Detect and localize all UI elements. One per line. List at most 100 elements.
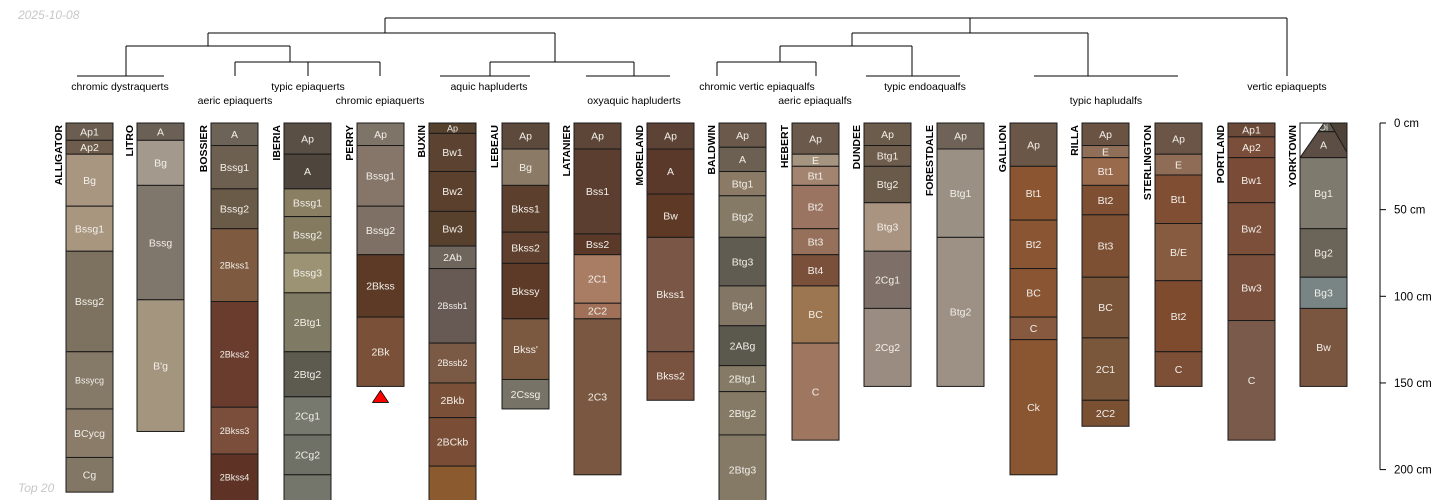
horizon-label: Bssg: [149, 237, 173, 249]
horizon-label: A: [1320, 139, 1327, 151]
profile-rilla: Ap E Bt1 Bt2 Bt3 BC 2C1 2C2 RILLA: [1069, 122, 1130, 427]
horizon-label: 2Bkss: [366, 281, 395, 293]
horizon-btg2: [936, 236, 985, 387]
horizon-btg1: [718, 171, 767, 197]
horizon-label: Ap2: [80, 142, 99, 154]
horizon-bt1: [1154, 174, 1203, 225]
horizon-bw: [1299, 307, 1348, 387]
horizon-unlabeled: [283, 474, 332, 500]
profile-name-rilla: RILLA: [1069, 125, 1081, 156]
horizon-2cg1: [283, 396, 332, 436]
horizon-label: E: [1102, 146, 1109, 158]
horizon-2bkss2: [210, 300, 259, 408]
horizon-btg3: [863, 202, 912, 252]
horizon-label: 2Bkss3: [220, 426, 250, 436]
horizon-label: 2Bkss2: [220, 350, 250, 360]
horizon-label: Bssg1: [220, 162, 249, 174]
horizon-2cg2: [863, 307, 912, 387]
horizon-label: Bkss1: [511, 203, 540, 215]
horizon-label: C: [1175, 364, 1183, 376]
profile-baldwin: Ap A Btg1 Btg2 Btg3 Btg4 2ABg 2Btg1 2Btg2 2Btg3 BA…: [706, 122, 767, 500]
horizon-bssg1: [283, 188, 332, 218]
profile-name-forestdale: FORESTDALE: [924, 125, 936, 196]
horizon-label: 2Bkss1: [220, 260, 250, 270]
horizon-bkss2: [501, 231, 550, 264]
horizon-a: [646, 148, 695, 195]
horizon-c: [1154, 351, 1203, 387]
horizon-label: Bkssy: [511, 286, 540, 298]
horizon-2bssb1: [428, 268, 477, 344]
horizon-be: [1154, 223, 1203, 282]
horizon-bc: [1081, 276, 1130, 339]
horizon-label: Ap: [301, 133, 314, 145]
taxon-label-chromic-dystraquerts: chromic dystraquerts: [71, 81, 168, 93]
horizon-bssg2: [210, 188, 259, 230]
horizon-label: BC: [1098, 302, 1113, 314]
profile-name-sterlington: STERLINGTON: [1142, 125, 1154, 200]
horizon-bw3: [1227, 254, 1276, 322]
horizon-label: Bssg2: [293, 229, 322, 241]
horizon-unlabeled: [428, 465, 477, 500]
horizon-label: Bt3: [1098, 241, 1114, 253]
horizon-label: Btg4: [732, 301, 754, 313]
horizon-label: 2Btg3: [729, 464, 757, 476]
horizon-2bkss1: [210, 228, 259, 302]
horizon-label: Ap: [447, 123, 458, 133]
horizon-bt4: [791, 254, 840, 287]
horizon-label: Ap: [664, 131, 677, 143]
horizon-btg3: [718, 236, 767, 287]
horizon-label: Ap: [1027, 139, 1040, 151]
horizon-label: Bssg1: [366, 171, 395, 183]
horizon-bssg3: [283, 252, 332, 294]
horizon-2bkss4: [210, 453, 259, 500]
horizon-label: C: [1248, 375, 1256, 387]
horizon-ap: [791, 122, 840, 155]
horizon-label: Bss1: [586, 186, 610, 198]
taxon-label-chromic-vertic-epiaqualfs: chromic vertic epiaqualfs: [699, 81, 815, 93]
horizon-2btg2: [283, 351, 332, 398]
taxon-label-aeric-epiaquerts: aeric epiaquerts: [198, 95, 273, 107]
horizon-label: Bg: [83, 175, 96, 187]
taxon-label-typic-hapludalfs: typic hapludalfs: [1070, 95, 1142, 107]
profile-name-portland: PORTLAND: [1215, 125, 1227, 184]
horizon-label: Ap: [736, 130, 749, 142]
horizon-label: 2Cssg: [511, 389, 541, 401]
organic-layer-shape: [1329, 122, 1348, 155]
horizon-2c1: [1081, 337, 1130, 401]
profile-name-bossier: BOSSIER: [198, 125, 210, 173]
horizon-bw1: [1227, 157, 1276, 204]
horizon-label: Ap2: [1242, 142, 1261, 154]
depth-axis-label: 50 cm: [1394, 205, 1425, 217]
profile-name-dundee: DUNDEE: [851, 125, 863, 169]
horizon-label: C: [812, 386, 820, 398]
horizon-label: Bg: [519, 162, 532, 174]
profile-name-lebeau: LEBEAU: [489, 125, 501, 168]
horizon-bc: [1009, 268, 1058, 318]
horizon-label: Bt2: [1098, 195, 1114, 207]
profile-name-perry: PERRY: [344, 125, 356, 161]
horizon-label: Ap1: [80, 126, 99, 138]
horizon-label: Ap: [374, 129, 387, 141]
horizon-btg2: [863, 165, 912, 204]
horizon-label: Bkss1: [656, 289, 685, 301]
horizon-label: Ap: [519, 131, 532, 143]
profile-perry: Ap Bssg1 Bssg2 2Bkss 2Bk PERRY: [344, 122, 405, 387]
horizon-label: Bw1: [1241, 175, 1262, 187]
profile-name-litro: LITRO: [124, 125, 136, 157]
horizon-label: Bssg1: [75, 223, 104, 235]
horizon-label: Bt2: [1171, 311, 1187, 323]
horizon-ap: [1154, 122, 1203, 155]
horizon-label: 2Cg2: [295, 450, 320, 462]
horizon-label: 2ABg: [730, 340, 756, 352]
horizon-bc: [791, 285, 840, 344]
horizon-label: Bkss2: [511, 242, 540, 254]
horizon-2bssb2: [428, 342, 477, 384]
horizon-label: Bt3: [808, 236, 824, 248]
horizon-label: BC: [1026, 288, 1041, 300]
horizon-2c2: [1081, 399, 1130, 427]
profile-sterlington: Ap E Bt1 B/E Bt2 C STERLINGTON: [1142, 122, 1203, 387]
horizon-bt1: [1081, 157, 1130, 186]
profile-litro: A Bg Bssg B'g LITRO: [124, 122, 185, 432]
taxon-label-typic-endoaqualfs: typic endoaqualfs: [884, 81, 966, 93]
